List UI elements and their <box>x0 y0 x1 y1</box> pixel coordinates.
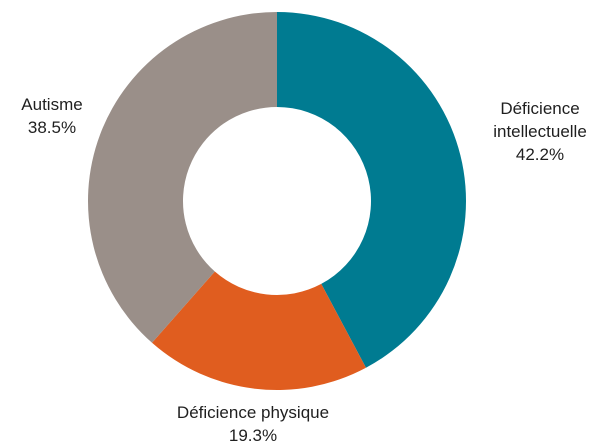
donut-slice-2 <box>88 12 277 343</box>
slice-value-text: 19.3% <box>229 426 277 445</box>
slice-label-1: Déficience physique 19.3% <box>177 403 329 445</box>
slice-label-line: intellectuelle <box>493 122 587 141</box>
slice-label-line: Déficience <box>500 99 579 118</box>
slice-value-text: 42.2% <box>516 145 564 164</box>
slice-label-0: Déficience intellectuelle 42.2% <box>493 99 587 164</box>
slice-value-text: 38.5% <box>28 118 76 137</box>
donut-slice-0 <box>277 12 466 368</box>
donut-slice-1 <box>152 271 366 390</box>
slice-label-2: Autisme 38.5% <box>21 95 82 137</box>
slice-label-line: Déficience physique <box>177 403 329 422</box>
slice-label-line: Autisme <box>21 95 82 114</box>
